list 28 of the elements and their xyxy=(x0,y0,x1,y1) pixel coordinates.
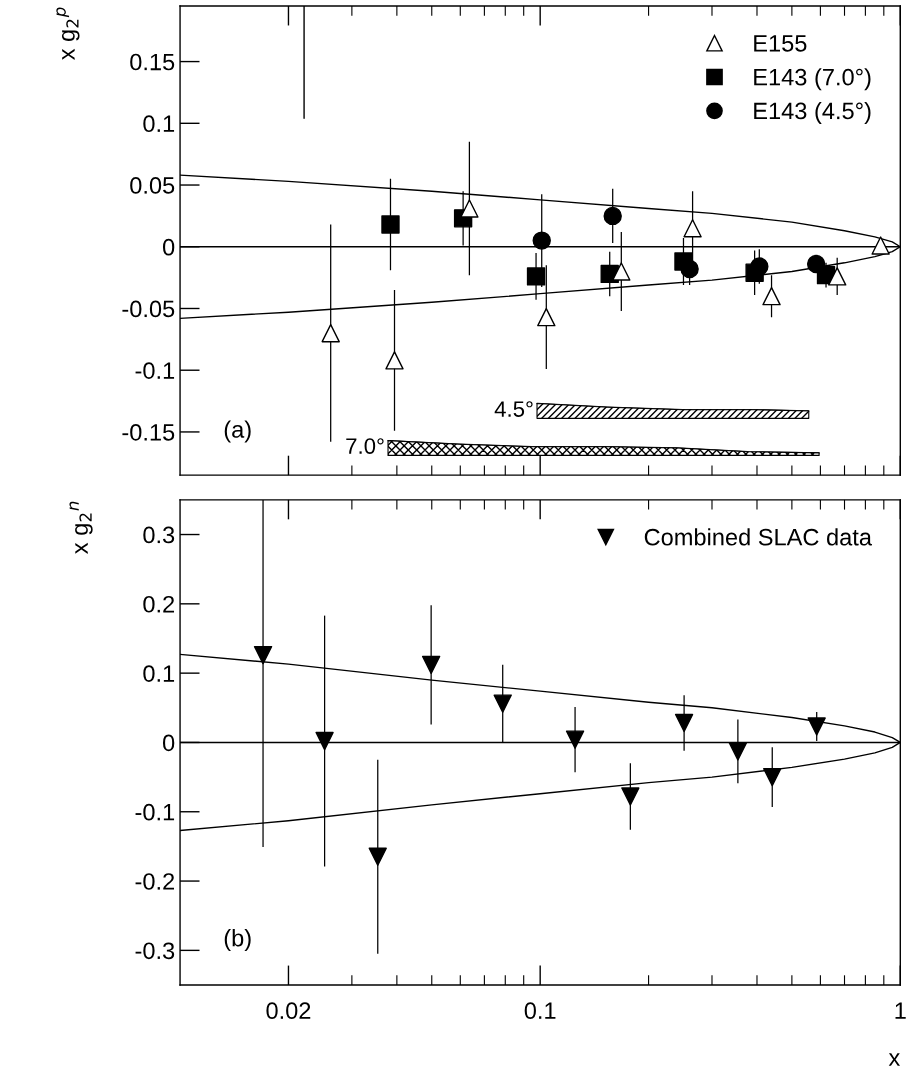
annotation: (b) xyxy=(224,929,251,952)
y-tick-label: 0.1 xyxy=(143,665,175,682)
y-tick-label: 0 xyxy=(162,238,175,256)
x-axis-title: x xyxy=(888,1053,901,1066)
y-tick-label: -0.2 xyxy=(135,873,175,890)
y-tick-label: 0.3 xyxy=(143,526,175,544)
y-axis-title: x g$_{2}$$^{n}$ xyxy=(69,501,93,554)
series-label: 4.5° xyxy=(494,401,533,417)
y-tick-label: -0.1 xyxy=(135,803,175,821)
legend-label: Combined SLAC data xyxy=(644,528,872,546)
y-tick-label: 0.1 xyxy=(143,115,175,133)
series-label: 7.0° xyxy=(346,438,384,454)
y-tick-label: -0.05 xyxy=(122,300,175,318)
y-tick-label: 0 xyxy=(162,734,175,752)
y-tick-label: 0.2 xyxy=(143,595,175,613)
x-tick-label: 0.02 xyxy=(266,1002,311,1020)
y-tick-label: -0.15 xyxy=(122,424,175,441)
legend-label: E155 xyxy=(754,35,807,52)
x-tick-label: 1 xyxy=(895,1002,906,1019)
annotation: (a) xyxy=(224,420,251,443)
x-tick-label: 0.1 xyxy=(524,1002,556,1020)
y-tick-label: -0.1 xyxy=(135,362,175,379)
y-axis-title: x g$_{2}$$^{p}$ xyxy=(56,7,80,61)
y-tick-label: 0.15 xyxy=(130,53,175,71)
y-tick-label: -0.3 xyxy=(135,942,175,960)
legend-label: E143 (7.0°) xyxy=(754,68,871,91)
legend-label: E143 (4.5°) xyxy=(754,101,871,124)
y-tick-label: 0.05 xyxy=(130,177,175,194)
